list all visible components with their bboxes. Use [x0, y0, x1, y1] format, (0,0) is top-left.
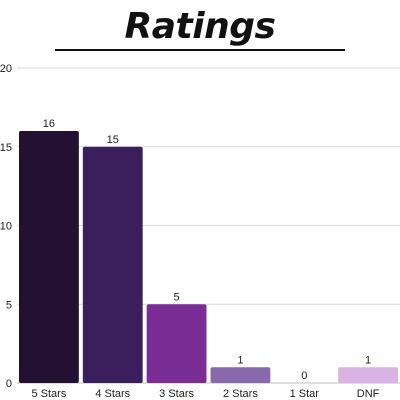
data-label: 16	[43, 118, 55, 130]
bar-4-stars	[82, 146, 143, 383]
x-tick-label: DNF	[357, 388, 380, 400]
bar-2-stars	[210, 367, 271, 383]
data-label: 15	[107, 134, 119, 146]
y-tick-label: 20	[0, 63, 12, 75]
data-label: 0	[301, 370, 307, 382]
bar-3-stars	[146, 304, 207, 383]
bars	[19, 131, 398, 383]
x-tick-label: 1 Star	[290, 388, 320, 400]
y-axis-ticks: 0 5 10 15 20	[0, 63, 12, 390]
y-tick-label: 5	[6, 299, 12, 311]
x-axis-labels: 5 Stars 4 Stars 3 Stars 2 Stars 1 Star DNF	[31, 388, 379, 400]
x-tick-label: 2 Stars	[223, 388, 258, 400]
chart-title: Ratings	[125, 6, 276, 47]
data-label: 1	[237, 354, 243, 366]
data-labels: 16 15 5 1 0 1	[43, 118, 371, 382]
x-tick-label: 4 Stars	[95, 388, 130, 400]
x-tick-label: 5 Stars	[31, 388, 66, 400]
data-label: 5	[174, 291, 180, 303]
grid	[17, 67, 400, 384]
y-tick-label: 0	[6, 378, 12, 390]
y-tick-label: 15	[0, 142, 12, 154]
data-label: 1	[365, 354, 371, 366]
y-tick-label: 10	[0, 221, 12, 233]
bar-5-stars	[19, 131, 79, 383]
x-tick-label: 3 Stars	[159, 388, 194, 400]
bar-dnf	[338, 367, 398, 383]
